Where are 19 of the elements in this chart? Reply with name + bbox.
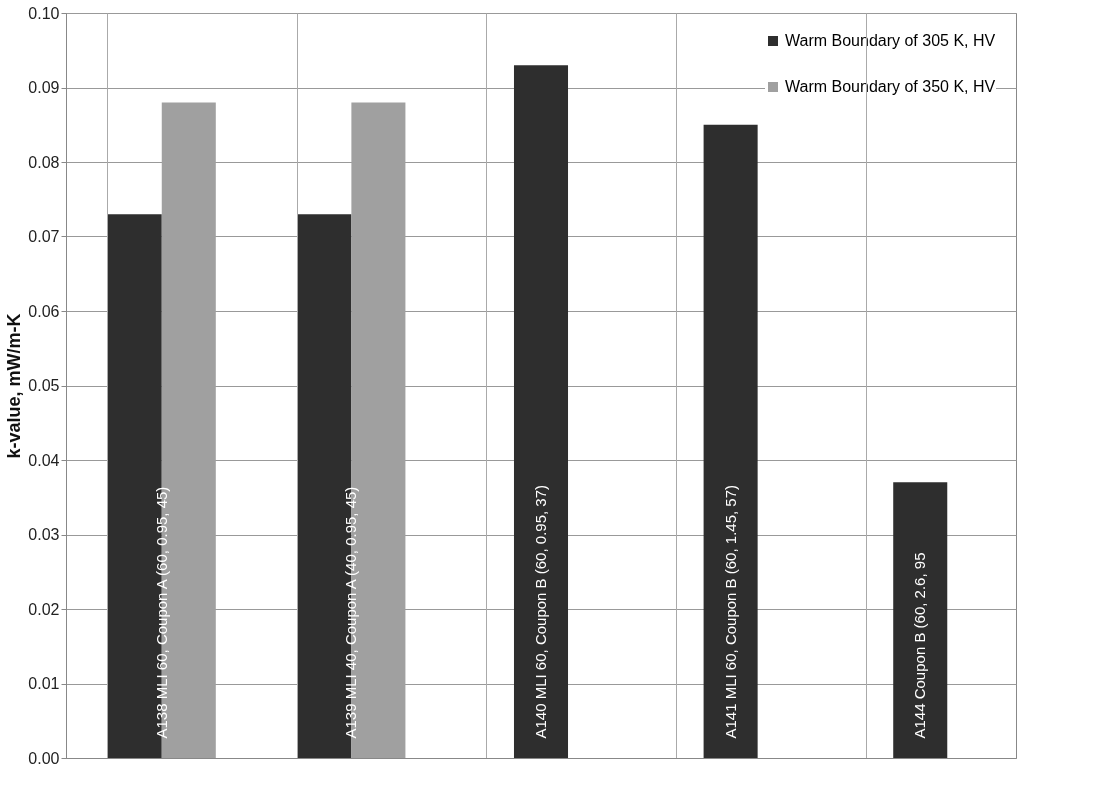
y-tick-label: 0.03 — [28, 526, 60, 543]
y-tick-label: 0.01 — [28, 675, 60, 692]
y-tick-label: 0.06 — [28, 302, 60, 320]
y-tick-label: 0.08 — [28, 153, 60, 171]
y-tick-label: 0.04 — [28, 451, 60, 469]
x-tick-label: A139 MLI 40, Coupon A (40, 0.95, 45) — [342, 486, 360, 739]
y-tick-label: 0.00 — [28, 749, 60, 767]
x-tick-label: A144 Coupon B (60, 2.6, 95 — [911, 552, 929, 739]
y-tick-label: 0.10 — [28, 4, 60, 22]
legend-label: Warm Boundary of 350 K, HV — [785, 78, 996, 95]
x-tick-label: A140 MLI 60, Coupon B (60, 0.95, 37) — [532, 485, 549, 739]
y-tick-label: 0.05 — [28, 377, 60, 394]
legend-label: Warm Boundary of 305 K, HV — [785, 32, 996, 49]
y-tick-label: 0.07 — [28, 228, 60, 245]
x-tick-label: A138 MLI 60, Coupon A (60, 0.95, 45) — [152, 486, 170, 739]
y-tick-label: 0.02 — [28, 600, 60, 618]
y-axis-title: k-value, mW/m-K — [4, 313, 25, 459]
x-tick-label: A141 MLI 60, Coupon B (60, 1.45, 57) — [721, 485, 739, 739]
y-tick-label: 0.09 — [28, 79, 60, 96]
